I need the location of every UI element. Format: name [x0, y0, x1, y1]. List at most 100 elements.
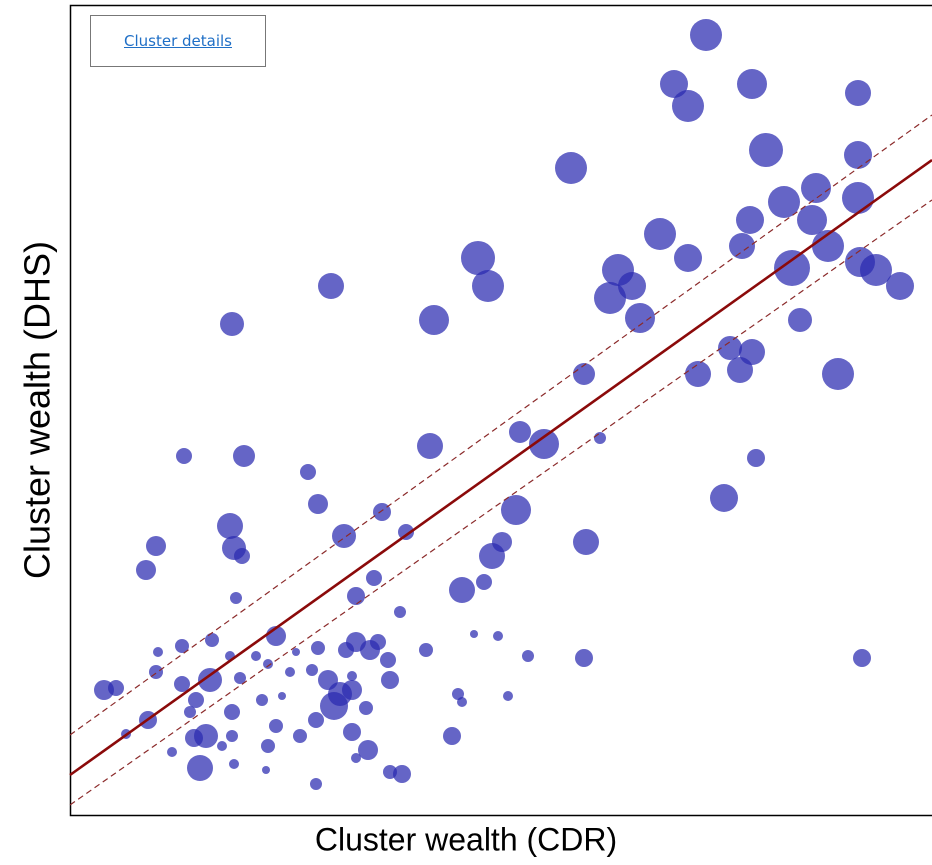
bubble	[419, 643, 433, 657]
bubble	[220, 312, 244, 336]
bubble	[457, 697, 467, 707]
bubble	[470, 630, 478, 638]
bubble	[184, 706, 196, 718]
bubble	[503, 691, 513, 701]
bubble	[493, 631, 503, 641]
bubble	[844, 141, 872, 169]
bubble	[522, 650, 534, 662]
bubble	[737, 69, 767, 99]
bubble	[443, 727, 461, 745]
bubble	[347, 587, 365, 605]
bubble	[812, 230, 844, 262]
bubble	[685, 361, 711, 387]
bubble	[320, 692, 348, 720]
bubble	[509, 421, 531, 443]
bubble	[153, 647, 163, 657]
bubble	[308, 712, 324, 728]
bubble	[393, 765, 411, 783]
bubble	[234, 672, 246, 684]
bubble	[710, 484, 738, 512]
bubble	[573, 529, 599, 555]
bubble	[262, 766, 270, 774]
bubble	[285, 667, 295, 677]
bubble	[310, 778, 322, 790]
bubble	[108, 680, 124, 696]
bubble	[261, 739, 275, 753]
fit-line	[69, 158, 932, 777]
bubble	[381, 671, 399, 689]
bubble	[822, 358, 854, 390]
bubble	[366, 570, 382, 586]
bubble	[644, 218, 676, 250]
bubble	[136, 560, 156, 580]
bubble	[370, 634, 386, 650]
bubble	[555, 152, 587, 184]
bubble	[198, 668, 222, 692]
bubble	[736, 206, 764, 234]
bubble	[476, 574, 492, 590]
bubble	[472, 270, 504, 302]
bubble	[342, 680, 362, 700]
bubble	[380, 652, 396, 668]
bubble	[358, 740, 378, 760]
bubble	[853, 649, 871, 667]
bubble	[788, 308, 812, 332]
bubble	[226, 730, 238, 742]
bubble	[394, 606, 406, 618]
bubble	[594, 432, 606, 444]
bubble	[842, 182, 874, 214]
bubble	[263, 659, 273, 669]
bubble	[660, 70, 688, 98]
bubble	[175, 639, 189, 653]
bubble	[205, 633, 219, 647]
bubble	[146, 536, 166, 556]
bubble	[774, 250, 810, 286]
bubble	[747, 449, 765, 467]
x-axis-label: Cluster wealth (CDR)	[315, 821, 617, 857]
bubble	[886, 272, 914, 300]
y-axis-label: Cluster wealth (DHS)	[17, 241, 58, 579]
bubble	[347, 671, 357, 681]
bubble	[452, 688, 464, 700]
bubble	[300, 464, 316, 480]
bubble	[187, 755, 213, 781]
bubble	[768, 186, 800, 218]
bubble	[749, 133, 783, 167]
bubble	[229, 759, 239, 769]
bubble	[293, 729, 307, 743]
confidence-line	[69, 199, 932, 806]
bubble	[398, 524, 414, 540]
bubble	[292, 648, 300, 656]
bubble	[224, 704, 240, 720]
bubble	[251, 651, 261, 661]
bubble	[690, 19, 722, 51]
bubble	[269, 719, 283, 733]
bubble	[343, 723, 361, 741]
bubble	[718, 336, 742, 360]
plot-frame	[69, 4, 932, 817]
confidence-line	[69, 114, 932, 736]
bubble	[373, 503, 391, 521]
bubble	[461, 241, 495, 275]
bubble	[359, 701, 373, 715]
cluster-details-link[interactable]: Cluster details	[90, 15, 266, 67]
bubble	[625, 303, 655, 333]
bubble	[332, 524, 356, 548]
bubble	[449, 577, 475, 603]
bubble	[797, 205, 827, 235]
bubble	[167, 747, 177, 757]
bubble	[419, 305, 449, 335]
bubble	[308, 494, 328, 514]
bubble	[149, 665, 163, 679]
bubble	[278, 692, 286, 700]
bubble	[351, 753, 361, 763]
bubble	[234, 548, 250, 564]
bubble	[594, 282, 626, 314]
bubble	[306, 664, 318, 676]
bubble	[674, 244, 702, 272]
bubble	[417, 433, 443, 459]
bubble	[318, 273, 344, 299]
bubble	[217, 741, 227, 751]
bubble	[801, 173, 831, 203]
